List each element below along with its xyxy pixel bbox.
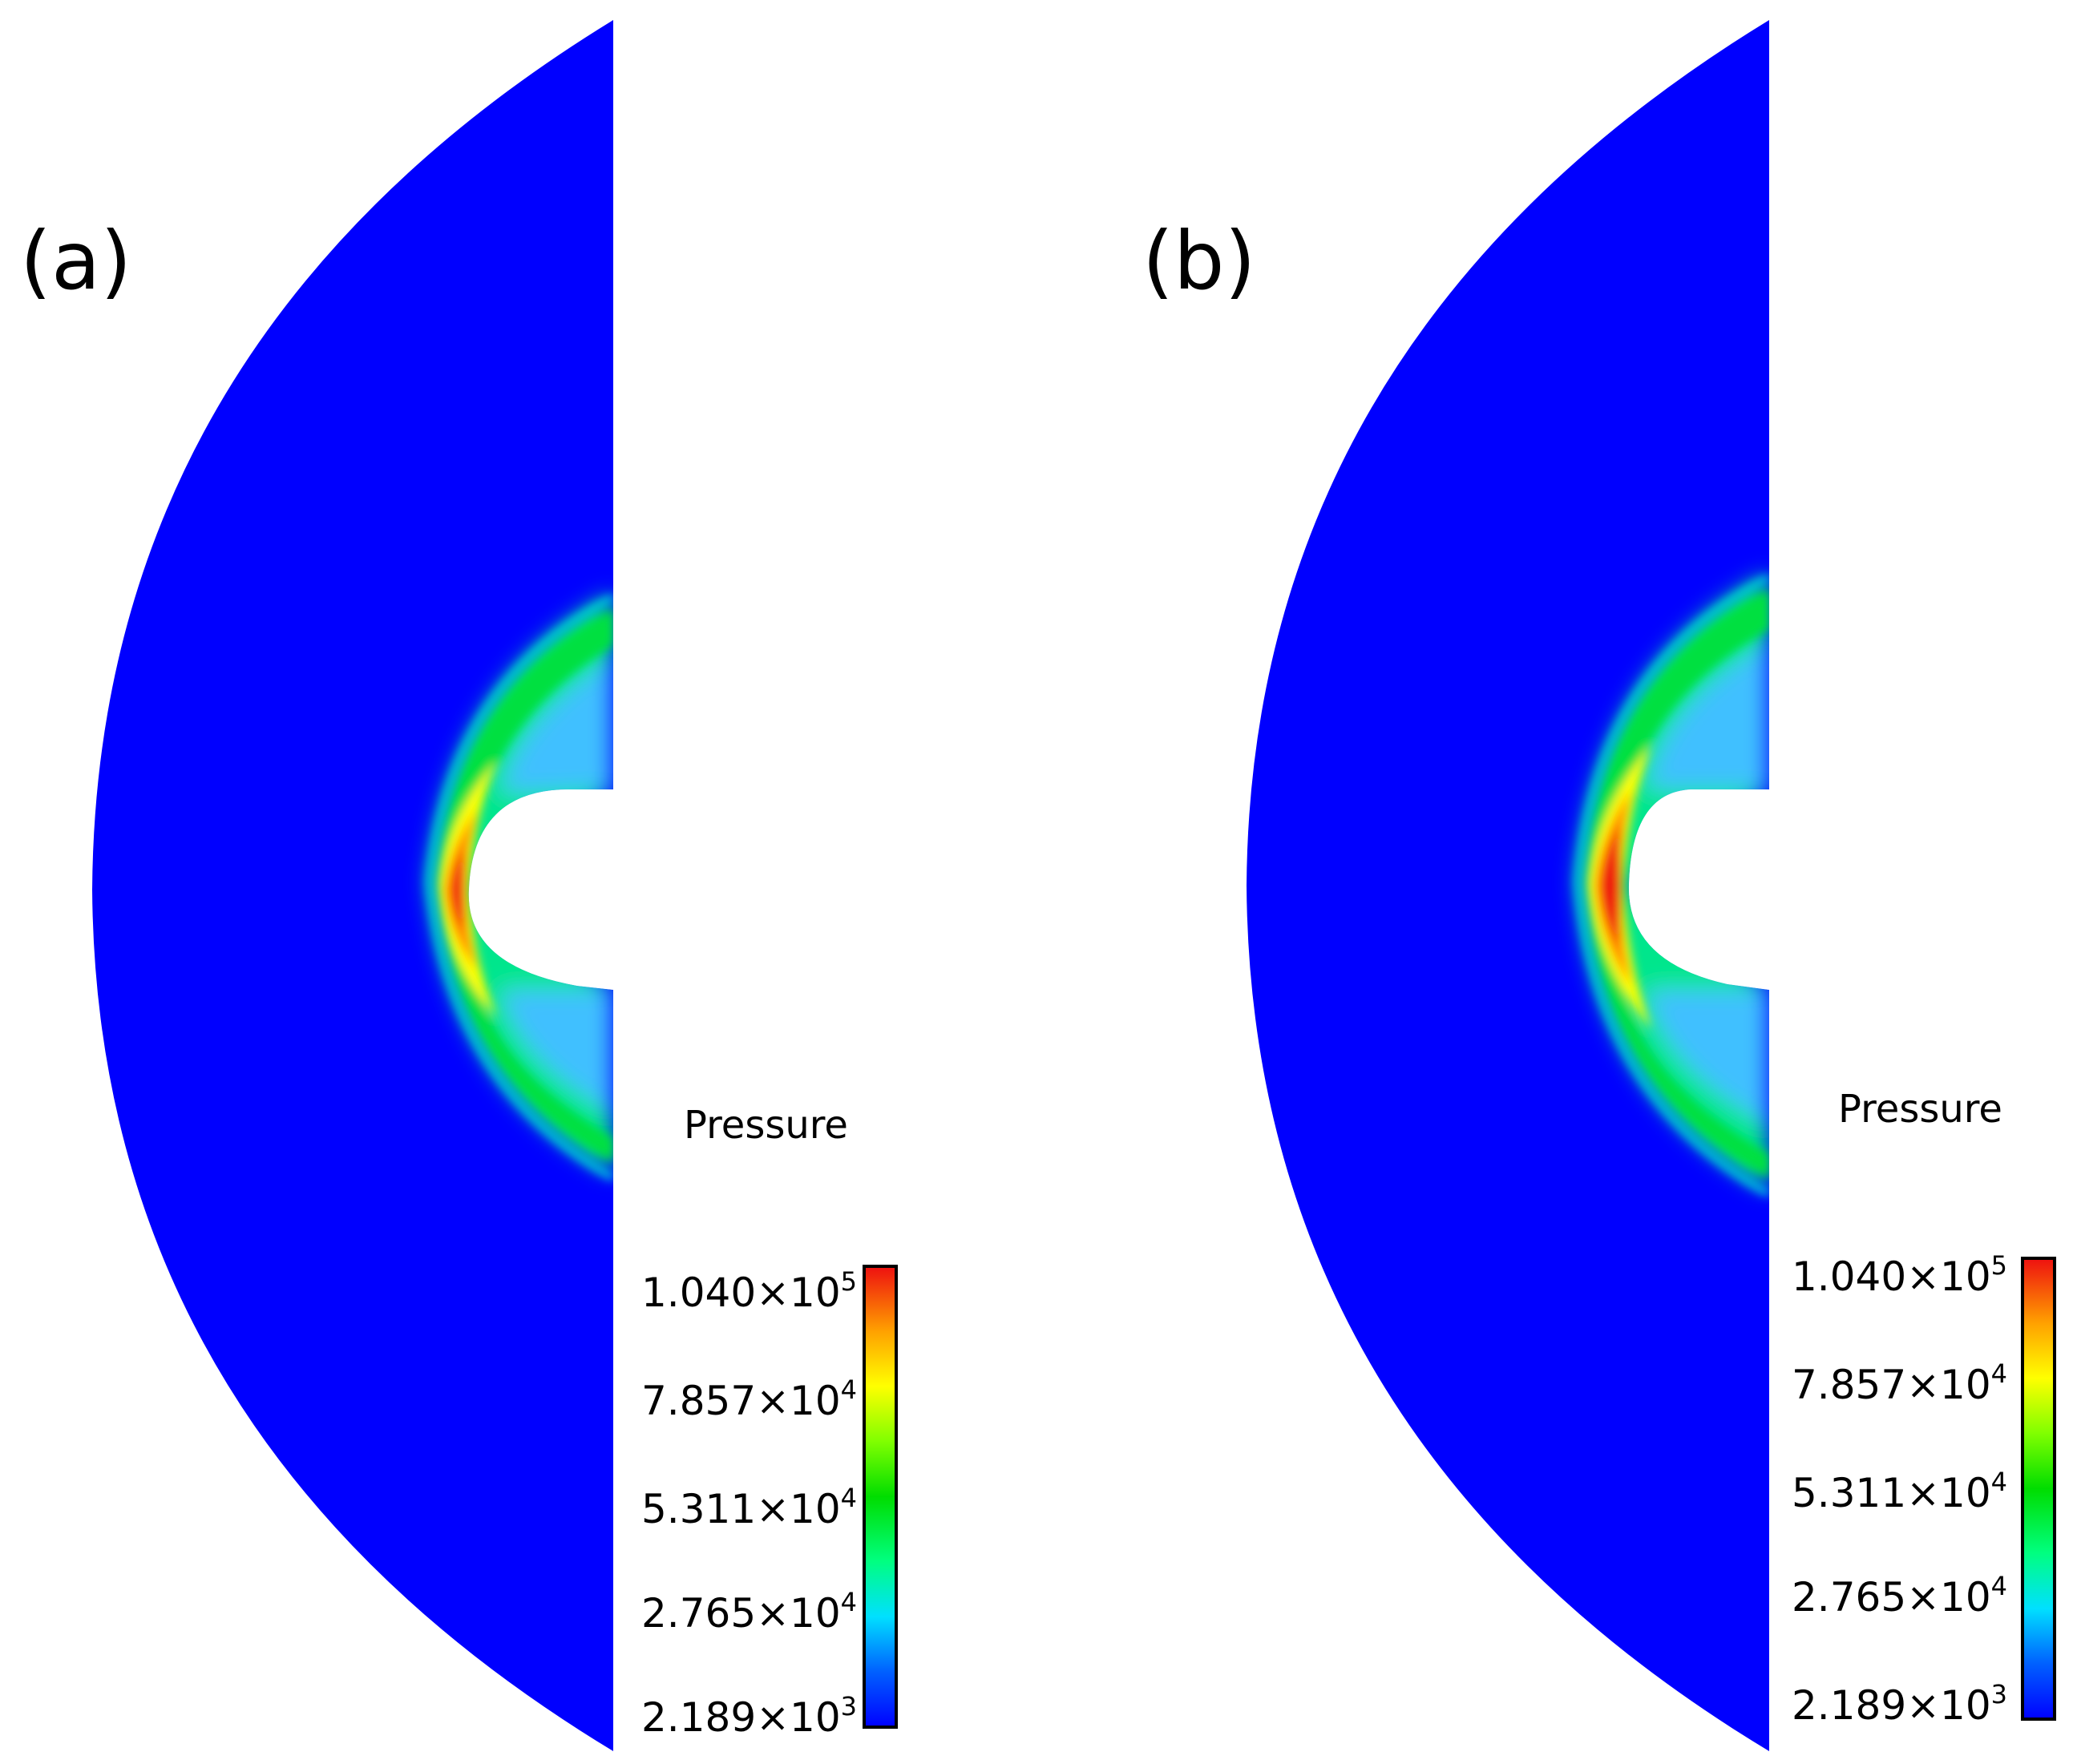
tick-label: 7.857×104: [1792, 1358, 2007, 1408]
panel-a: (a) Pressure 1.040×105 7.857×104 5.311×1…: [20, 20, 898, 1751]
colorbar-ticks-b: 1.040×105 7.857×104 5.311×104 2.765×104 …: [1792, 1250, 2007, 1729]
legend-title-a: Pressure: [684, 1103, 848, 1148]
colorbar-ticks-a: 1.040×105 7.857×104 5.311×104 2.765×104 …: [641, 1266, 857, 1741]
tick-label: 2.189×103: [1792, 1679, 2007, 1729]
legend-a: Pressure 1.040×105 7.857×104 5.311×104 2…: [641, 1103, 898, 1741]
legend-b: Pressure 1.040×105 7.857×104 5.311×104 2…: [1792, 1087, 2056, 1729]
tick-label: 2.189×103: [641, 1691, 857, 1741]
tick-label: 1.040×105: [641, 1266, 857, 1316]
panel-label-a: (a): [20, 214, 131, 308]
body-cutout-b: [1628, 789, 1769, 990]
tick-label: 2.765×104: [1792, 1571, 2007, 1621]
legend-title-b: Pressure: [1838, 1087, 2002, 1132]
colorbar-b: [2021, 1257, 2056, 1721]
panel-b: (b) Pressure 1.040×105 7.857×104 5.311×1…: [1142, 20, 2056, 1751]
tick-label: 7.857×104: [641, 1374, 857, 1424]
body-cutout-a: [468, 789, 613, 990]
panel-label-b: (b): [1142, 214, 1256, 308]
tick-label: 1.040×105: [1792, 1250, 2007, 1300]
colorbar-a: [863, 1265, 898, 1729]
tick-label: 5.311×104: [1792, 1467, 2007, 1516]
tick-label: 2.765×104: [641, 1587, 857, 1637]
tick-label: 5.311×104: [641, 1483, 857, 1532]
